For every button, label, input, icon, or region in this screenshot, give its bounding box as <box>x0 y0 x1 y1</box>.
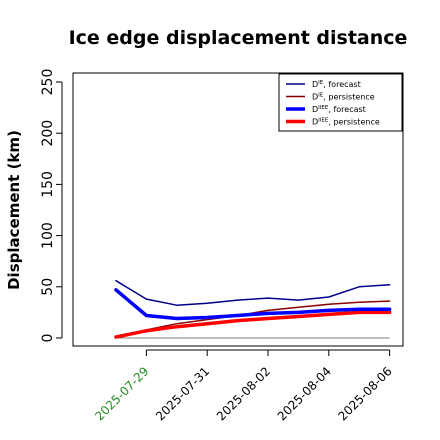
legend-label: DIIEE, forecast <box>312 105 366 114</box>
legend: DIE, forecast DIE, persistence DIIEE, fore… <box>278 73 403 132</box>
y-tick-label: 0 <box>40 334 56 343</box>
legend-label: DIIEE, persistence <box>312 118 380 127</box>
chart-title: Ice edge displacement distance <box>69 27 408 49</box>
x-axis: 2025-07-29 2025-07-31 2025-08-02 2025-08-04… <box>92 349 395 423</box>
series-lines <box>114 279 392 339</box>
x-tick-label: 2025-08-04 <box>275 364 334 423</box>
y-axis: 0 50 100 150 200 250 <box>40 69 63 343</box>
y-tick-label: 50 <box>40 278 56 296</box>
plot-frame <box>72 72 404 347</box>
x-tick-label: 2025-07-29 <box>92 364 151 423</box>
series-line <box>115 279 391 306</box>
y-tick-label: 200 <box>40 120 56 147</box>
series-line <box>114 310 392 339</box>
y-tick-label: 250 <box>40 69 56 96</box>
y-tick-label: 150 <box>40 171 56 198</box>
legend-label: DIE, persistence <box>312 93 375 102</box>
y-axis-label: Displacement (km) <box>5 130 23 290</box>
y-tick-label: 100 <box>40 222 56 249</box>
x-tick-label: 2025-08-02 <box>214 364 273 423</box>
x-tick-label: 2025-08-06 <box>336 364 395 423</box>
series-line <box>114 288 392 321</box>
x-tick-label: 2025-07-31 <box>153 364 212 423</box>
legend-label: DIE, forecast <box>312 80 361 89</box>
